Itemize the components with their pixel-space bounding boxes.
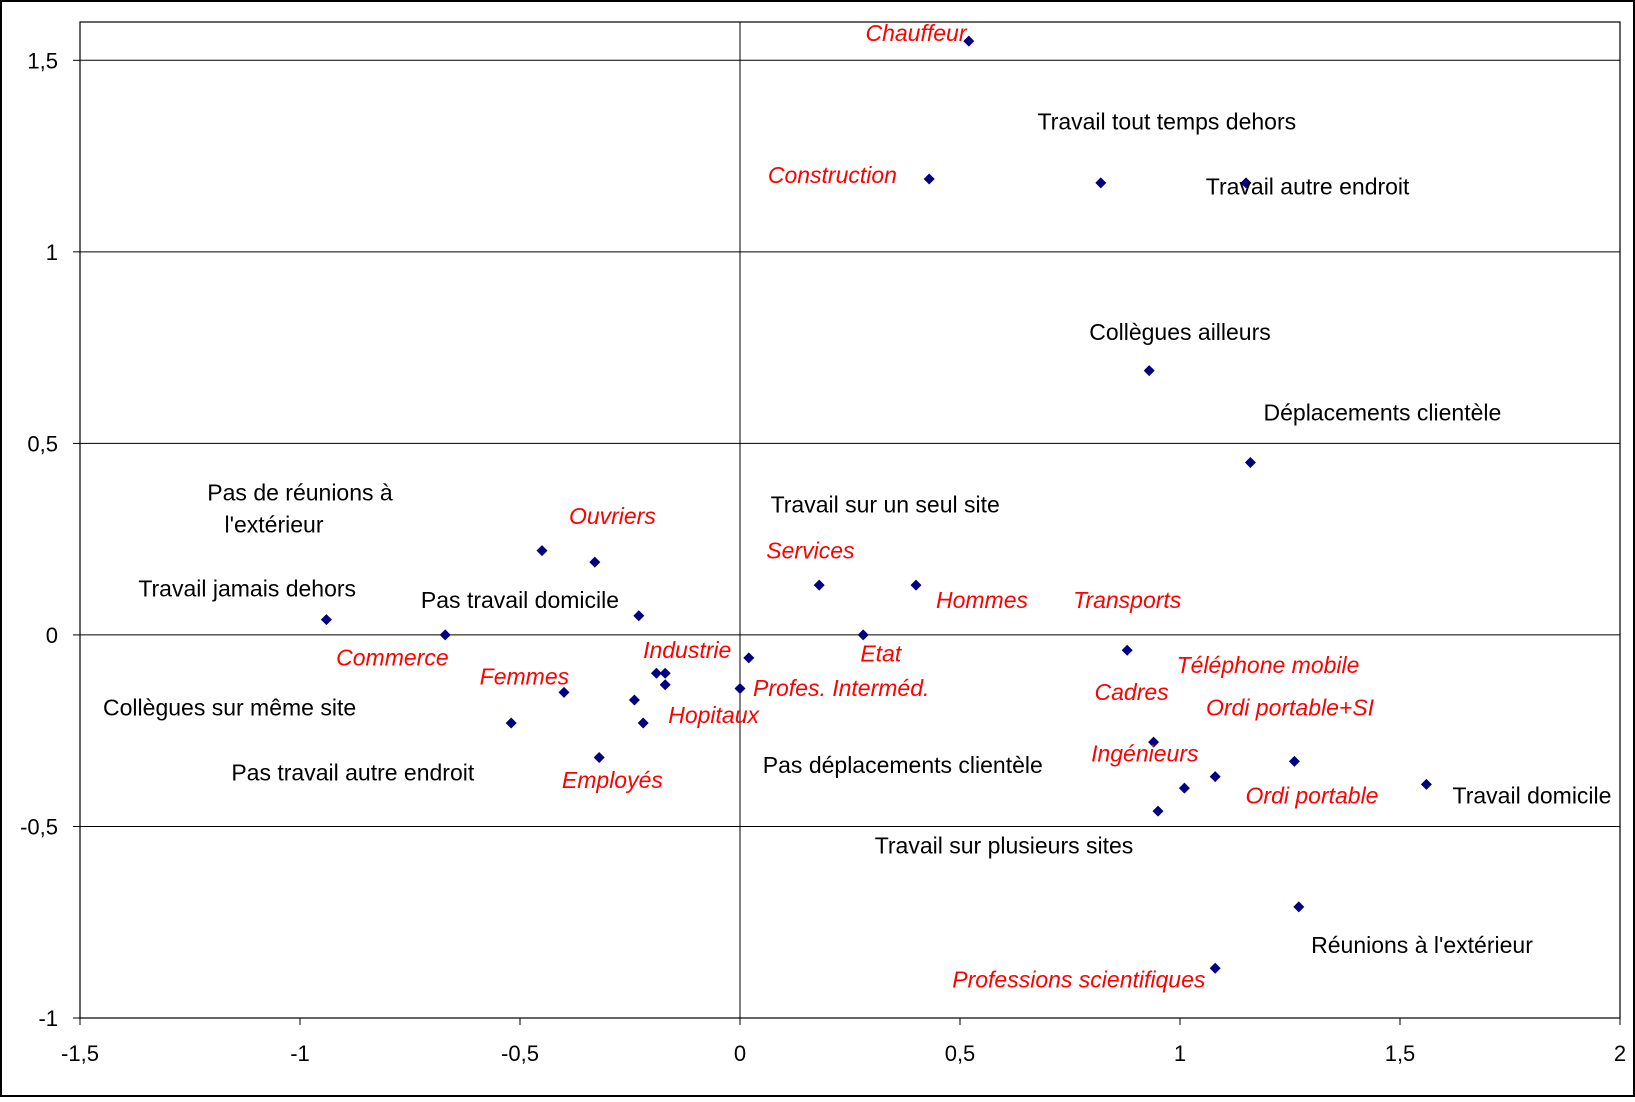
x-tick-label: 2 [1614,1041,1626,1066]
data-point [1148,736,1160,748]
data-point [505,717,517,729]
data-point [1240,177,1252,189]
supplementary-point-label: Profes. Interméd. [753,675,929,701]
data-point [1288,755,1300,767]
x-tick-label: -1,5 [61,1041,99,1066]
y-tick-label: 0,5 [27,431,58,456]
y-tick-label: -1 [38,1006,58,1031]
point-layer [320,35,1432,974]
x-tick-label: -0,5 [501,1041,539,1066]
active-point-label: Pas déplacements clientèle [763,752,1043,778]
data-point [637,717,649,729]
supplementary-point-label: Industrie [643,637,731,663]
supplementary-point-label: Services [766,537,855,563]
data-point [659,679,671,691]
data-point [1209,771,1221,783]
grid-layer [79,21,1621,1019]
supplementary-point-label: Professions scientifiques [952,966,1206,992]
data-point [439,629,451,641]
active-point-label: Pas travail domicile [421,587,619,613]
data-point [1178,782,1190,794]
data-point [1143,365,1155,377]
data-point [743,652,755,664]
data-point [633,610,645,622]
supplementary-point-label: Etat [860,641,903,667]
supplementary-point-label: Ordi portable [1246,782,1379,808]
active-point-label: Travail jamais dehors [138,576,356,602]
data-point [1095,177,1107,189]
active-point-label: Collègues ailleurs [1089,319,1271,345]
supplementary-point-label: Commerce [336,645,448,671]
supplementary-point-label: Cadres [1095,679,1170,705]
y-tick-label: 1,5 [27,48,58,73]
supplementary-point-label: Téléphone mobile [1177,652,1360,678]
y-tick-label: 1 [46,240,58,265]
data-point [650,667,662,679]
supplementary-point-label: Chauffeur [865,20,967,46]
active-point-label: Travail sur un seul site [771,491,1000,517]
x-tick-label: 1,5 [1385,1041,1416,1066]
x-tick-label: 0 [734,1041,746,1066]
active-point-label: Travail tout temps dehors [1037,108,1296,134]
x-tick-label: -1 [290,1041,310,1066]
data-point [1244,457,1256,469]
data-point [1293,901,1305,913]
x-tick-label: 1 [1174,1041,1186,1066]
data-point [1209,962,1221,974]
active-point-label: Collègues sur même site [103,694,356,720]
data-point [1121,644,1133,656]
data-point [923,173,935,185]
active-point-label: Pas travail autre endroit [231,759,475,785]
data-point [593,752,605,764]
supplementary-point-label: Transports [1073,587,1182,613]
y-tick-label: 0 [46,623,58,648]
supplementary-point-label: Employés [562,767,663,793]
supplementary-point-label: Construction [768,162,897,188]
active-point-label: Travail domicile [1453,782,1612,808]
active-point-label: Réunions à l'extérieur [1311,932,1533,958]
supplementary-point-label: Hopitaux [668,702,760,728]
data-point [910,579,922,591]
y-tick-label: -0,5 [20,814,58,839]
supplementary-point-label: Ouvriers [569,503,656,529]
tick-layer: -1-0,500,511,5-1,5 -1 -0,5 0 0,5 1 1,5 2 [20,48,1626,1066]
active-point-label: Pas de réunions à l'extérieur [207,480,393,538]
data-point [536,545,548,557]
label-layer: Chauffeur Construction Travail tout temps … [103,20,1611,992]
data-point [628,694,640,706]
supplementary-point-label: Ordi portable+SI [1206,694,1375,720]
data-point [320,614,332,626]
active-point-label: Déplacements clientèle [1264,399,1502,425]
active-point-label: Travail autre endroit [1206,173,1410,199]
data-point [558,686,570,698]
data-point [857,629,869,641]
supplementary-point-label: Ingénieurs [1091,740,1199,766]
data-point [813,579,825,591]
data-point [1420,778,1432,790]
data-point [734,683,746,695]
data-point [1152,805,1164,817]
supplementary-point-label: Hommes [936,587,1029,613]
data-point [589,556,601,568]
supplementary-point-label: Femmes [480,664,570,690]
x-tick-label: 0,5 [945,1041,976,1066]
data-point [963,35,975,47]
active-point-label: Travail sur plusieurs sites [875,832,1134,858]
data-point [659,667,671,679]
